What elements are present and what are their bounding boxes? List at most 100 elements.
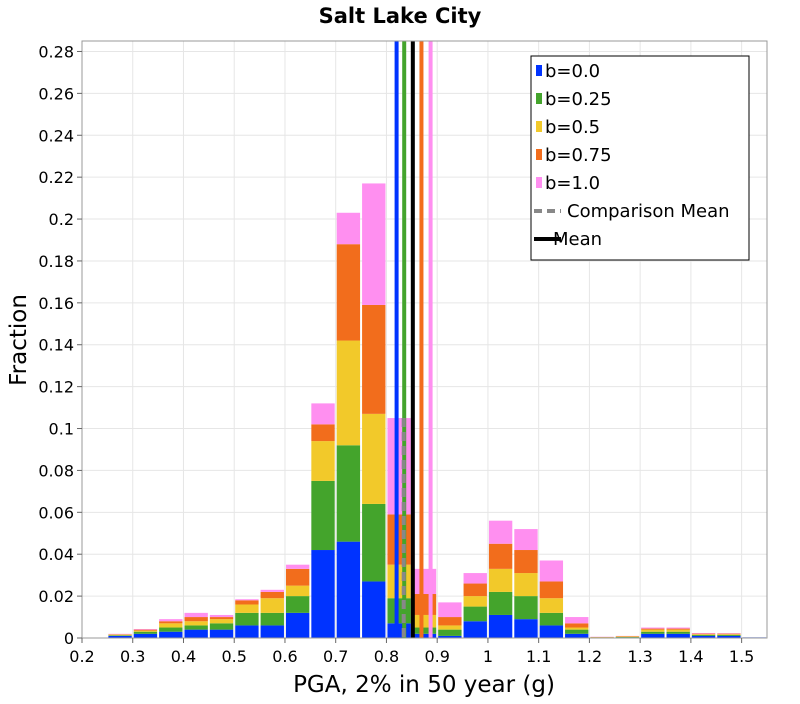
bar-segment xyxy=(337,445,360,541)
bar-segment xyxy=(184,630,207,638)
bar-segment xyxy=(210,623,233,629)
bar-segment xyxy=(235,604,258,612)
bar-segment xyxy=(540,581,563,598)
bar-segment xyxy=(159,628,182,632)
bar-segment xyxy=(387,514,410,564)
bar-segment xyxy=(286,569,309,586)
bar-segment xyxy=(438,630,461,636)
bar-segment xyxy=(692,634,715,635)
bar-segment xyxy=(362,183,385,304)
bar-segment xyxy=(692,635,715,636)
bar-segment xyxy=(540,598,563,613)
bar-segment xyxy=(286,613,309,638)
bar-segment xyxy=(514,573,537,596)
bar-segment xyxy=(489,615,512,638)
bar-segment xyxy=(311,550,334,638)
legend-label: Comparison Mean xyxy=(567,201,730,222)
bar-segment xyxy=(108,635,131,636)
bar-segment xyxy=(311,441,334,481)
bar-segment xyxy=(438,625,461,629)
bar-segment xyxy=(159,632,182,638)
y-tick-label: 0.24 xyxy=(38,126,74,145)
bar-segment xyxy=(565,617,588,623)
bar-segment xyxy=(184,625,207,629)
bar-segment xyxy=(387,418,410,514)
bar-segment xyxy=(717,634,740,635)
y-tick-label: 0.04 xyxy=(38,545,74,564)
bar-segment xyxy=(134,634,157,638)
bar-segment xyxy=(489,544,512,569)
legend-label: b=0.0 xyxy=(545,61,600,82)
x-tick-label: 0.9 xyxy=(424,647,449,666)
y-tick-label: 0.16 xyxy=(38,294,74,313)
bar-segment xyxy=(134,631,157,632)
y-tick-label: 0.08 xyxy=(38,461,74,480)
x-tick-label: 0.4 xyxy=(171,647,196,666)
y-tick-label: 0.18 xyxy=(38,252,74,271)
bar-segment xyxy=(413,615,436,628)
x-tick-label: 0.3 xyxy=(120,647,145,666)
bar-segment xyxy=(362,504,385,582)
bar-segment xyxy=(413,569,436,594)
bar-segment xyxy=(565,623,588,627)
bar-segment xyxy=(337,244,360,340)
y-tick-label: 0.02 xyxy=(38,587,74,606)
bar-segment xyxy=(362,414,385,504)
bar-segment xyxy=(311,481,334,550)
legend-label: b=0.25 xyxy=(545,89,612,110)
bar-segment xyxy=(184,613,207,617)
bar-segment xyxy=(362,305,385,414)
bar-segment xyxy=(337,213,360,244)
bar-segment xyxy=(692,633,715,634)
y-tick-label: 0.2 xyxy=(49,210,74,229)
legend-swatch xyxy=(536,177,542,188)
x-tick-label: 1.5 xyxy=(729,647,754,666)
bar-segment xyxy=(235,613,258,626)
bar-segment xyxy=(565,628,588,630)
bar-segment xyxy=(667,630,690,632)
bar-segment xyxy=(565,634,588,638)
x-tick-label: 0.5 xyxy=(221,647,246,666)
legend-label: b=0.5 xyxy=(545,117,600,138)
bar-segment xyxy=(667,632,690,634)
bar-segment xyxy=(438,602,461,617)
bar-segment xyxy=(235,600,258,604)
bar-segment xyxy=(159,623,182,627)
bar-segment xyxy=(438,617,461,625)
x-tick-label: 1 xyxy=(483,647,493,666)
bar-segment xyxy=(464,596,487,606)
bar-segment xyxy=(210,617,233,619)
bar-segment xyxy=(337,542,360,638)
bar-segment xyxy=(184,617,207,621)
bar-segment xyxy=(337,341,360,446)
bar-segment xyxy=(641,634,664,638)
bar-segment xyxy=(286,596,309,613)
bar-segment xyxy=(311,403,334,424)
bar-segment xyxy=(286,586,309,596)
bar-segment xyxy=(514,529,537,550)
y-tick-label: 0.12 xyxy=(38,378,74,397)
bar-segment xyxy=(464,573,487,583)
bar-segment xyxy=(184,621,207,625)
bar-segment xyxy=(641,628,664,629)
bar-segment xyxy=(413,594,436,615)
bar-segment xyxy=(641,629,664,630)
bar-segment xyxy=(641,630,664,632)
bar-segment xyxy=(514,550,537,573)
x-tick-label: 1.3 xyxy=(627,647,652,666)
bar-segment xyxy=(540,613,563,626)
bar-segment xyxy=(261,592,284,598)
bar-segment xyxy=(387,565,410,599)
bar-segment xyxy=(413,634,436,638)
y-tick-label: 0 xyxy=(64,629,74,648)
bar-segment xyxy=(540,560,563,581)
bar-segment xyxy=(210,619,233,623)
bar-segment xyxy=(235,599,258,600)
chart-title: Salt Lake City xyxy=(319,4,482,28)
bar-segment xyxy=(387,623,410,638)
y-tick-label: 0.28 xyxy=(38,42,74,61)
bar-segment xyxy=(235,625,258,638)
legend-swatch xyxy=(536,149,542,160)
bar-segment xyxy=(210,630,233,638)
